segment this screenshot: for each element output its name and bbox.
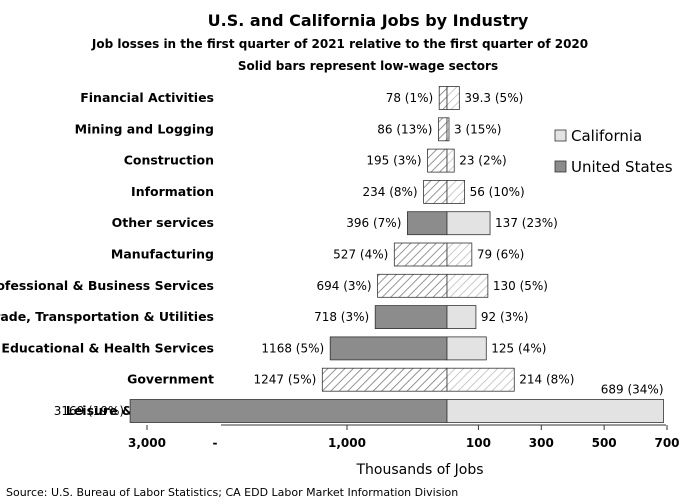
data-label-california: 39.3 (5%) <box>464 91 523 105</box>
bar-united-states <box>329 336 448 361</box>
bar-california <box>446 211 491 236</box>
source-note: Source: U.S. Bureau of Labor Statistics;… <box>6 486 458 499</box>
data-label-united-states: 1168 (5%) <box>261 341 324 355</box>
bar-united-states <box>423 179 448 204</box>
category-label: Government <box>127 372 214 387</box>
bar-california <box>446 273 489 298</box>
category-label: Construction <box>124 153 214 168</box>
data-label-california: 137 (23%) <box>495 216 558 230</box>
bar-california <box>446 399 664 423</box>
bar-united-states <box>427 148 448 173</box>
category-label: Mining and Logging <box>75 121 214 136</box>
bar-california <box>446 117 450 142</box>
category-label: Educational & Health Services <box>1 340 214 355</box>
data-label-california: 92 (3%) <box>481 310 528 324</box>
data-label-united-states: 694 (3%) <box>316 279 371 293</box>
data-label-united-states: 195 (3%) <box>366 154 421 168</box>
category-label: Professional & Business Services <box>0 278 214 293</box>
tick-prefix: - <box>213 436 218 450</box>
legend-swatch <box>554 160 567 173</box>
bar-california <box>446 367 515 392</box>
legend-entry: California <box>571 127 642 145</box>
data-label-united-states: 1247 (5%) <box>254 373 317 387</box>
data-label-united-states: 86 (13%) <box>377 122 432 136</box>
data-label-california: 689 (34%) <box>601 383 664 397</box>
data-label-california: 130 (5%) <box>493 279 548 293</box>
bar-united-states <box>438 86 448 110</box>
data-label-california: 56 (10%) <box>470 185 525 199</box>
legend-swatch <box>554 129 567 142</box>
data-label-united-states: 78 (1%) <box>386 91 433 105</box>
tick-label: 100 <box>466 436 491 450</box>
bar-california <box>446 148 455 173</box>
category-label: Financial Activities <box>80 90 214 105</box>
data-label-united-states: 396 (7%) <box>346 216 401 230</box>
category-label: Trade, Transportation & Utilities <box>0 309 214 324</box>
bar-united-states <box>374 305 448 330</box>
bars-group: Financial Activities 78 (1%) 39.3 (5%) Mini… <box>0 86 664 423</box>
category-label: Information <box>131 184 214 199</box>
bar-california <box>446 86 460 110</box>
bar-united-states <box>406 211 448 236</box>
data-label-california: 214 (8%) <box>519 373 574 387</box>
tick-label: 3,000 <box>128 436 166 450</box>
data-label-united-states: 718 (3%) <box>314 310 369 324</box>
bar-united-states <box>321 367 448 392</box>
bar-california <box>446 242 473 267</box>
data-label-united-states: 3169 (19%) <box>54 404 124 418</box>
data-label-united-states: 234 (8%) <box>362 185 417 199</box>
x-axis-label: Thousands of Jobs <box>355 462 483 478</box>
tick-label: 300 <box>529 436 554 450</box>
data-label-california: 79 (6%) <box>477 248 524 262</box>
category-label: Other services <box>112 215 214 230</box>
tick-label: 500 <box>592 436 617 450</box>
bar-california <box>446 305 477 330</box>
chart-title: U.S. and California Jobs by Industry <box>208 11 529 30</box>
bar-california <box>446 336 487 361</box>
tick-label: 1,000 <box>328 436 366 450</box>
chart-subtitle-2: Solid bars represent low-wage sectors <box>238 59 498 73</box>
bar-united-states <box>437 117 448 142</box>
legend: California United States <box>554 127 673 176</box>
data-label-california: 125 (4%) <box>491 341 546 355</box>
data-label-california: 3 (15%) <box>454 122 501 136</box>
chart-subtitle: Job losses in the first quarter of 2021 … <box>91 37 588 51</box>
bar-united-states <box>393 242 448 267</box>
data-label-california: 23 (2%) <box>459 154 506 168</box>
category-label: Manufacturing <box>111 247 214 262</box>
bar-united-states <box>129 399 448 423</box>
data-label-united-states: 527 (4%) <box>333 248 388 262</box>
bar-california <box>446 179 466 204</box>
tick-label: 700 <box>654 436 679 450</box>
legend-entry: United States <box>571 158 673 176</box>
bar-united-states <box>377 273 448 298</box>
